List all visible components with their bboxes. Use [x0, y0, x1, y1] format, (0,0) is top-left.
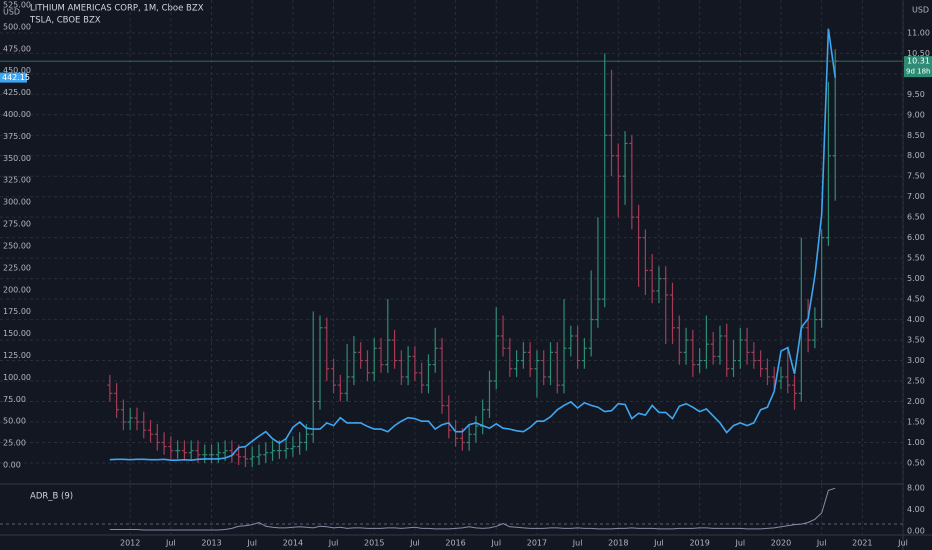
overlay-price-label: 442.15	[2, 73, 30, 82]
x-tick-label: Jul	[897, 539, 908, 548]
y2-tick-label: 5.00	[907, 274, 925, 283]
y-tick-label: 400.00	[3, 110, 31, 119]
indicator-tick-label: 0.00	[907, 527, 925, 536]
y-tick-label: 50.00	[3, 417, 26, 426]
y-tick-label: 525.00	[3, 1, 31, 10]
x-tick-label: 2017	[527, 539, 547, 548]
y2-tick-label: 7.50	[907, 172, 925, 181]
indicator-tick-label: 4.00	[907, 505, 925, 514]
y-tick-label: 425.00	[3, 88, 31, 97]
y-tick-label: 200.00	[3, 285, 31, 294]
x-tick-label: Jul	[246, 539, 257, 548]
y-tick-label: 150.00	[3, 329, 31, 338]
y2-tick-label: 10.50	[907, 49, 930, 58]
x-tick-label: Jul	[490, 539, 501, 548]
y2-tick-label: 3.00	[907, 356, 925, 365]
right-unit: USD	[912, 6, 929, 15]
y-tick-label: 225.00	[3, 263, 31, 272]
y-tick-label: 0.00	[3, 461, 21, 470]
y-tick-label: 350.00	[3, 154, 31, 163]
indicator-line	[109, 487, 836, 531]
y2-tick-label: 3.50	[907, 336, 925, 345]
y2-tick-label: 6.00	[907, 233, 925, 242]
x-tick-label: 2019	[689, 539, 709, 548]
y2-tick-label: 11.00	[907, 28, 930, 37]
y-tick-label: 450.00	[3, 66, 31, 75]
indicator-title: ADR_B (9)	[30, 492, 73, 502]
y2-tick-label: 9.50	[907, 90, 925, 99]
x-tick-label: Jul	[328, 539, 339, 548]
x-tick-label: 2020	[771, 539, 791, 548]
x-tick-label: Jul	[653, 539, 664, 548]
overlay-line	[109, 28, 836, 462]
y2-tick-label: 2.00	[907, 397, 925, 406]
chart-title: LITHIUM AMERICAS CORP, 1M, Cboe BZX	[30, 4, 204, 14]
y-tick-label: 25.00	[3, 439, 26, 448]
y2-tick-label: 6.50	[907, 213, 925, 222]
last-price-tag	[904, 56, 932, 78]
y-tick-label: 275.00	[3, 220, 31, 229]
y2-tick-label: 0.50	[907, 458, 925, 467]
overlay-name: TSLA, CBOE BZX	[29, 16, 101, 26]
y2-tick-label: 7.00	[907, 192, 925, 201]
left-unit: USD	[3, 8, 20, 17]
x-tick-label: 2015	[364, 539, 384, 548]
y2-tick-label: 8.00	[907, 151, 925, 160]
y2-tick-label: 4.00	[907, 315, 925, 324]
x-tick-label: 2012	[120, 539, 140, 548]
x-tick-label: 2013	[201, 539, 221, 548]
indicator-tick-label: 8.00	[907, 484, 925, 493]
y2-tick-label: 5.50	[907, 254, 925, 263]
x-tick-label: 2014	[283, 539, 303, 548]
x-tick-label: Jul	[572, 539, 583, 548]
y2-tick-label: 9.00	[907, 110, 925, 119]
y-tick-label: 300.00	[3, 198, 31, 207]
last-price-label: 10.31	[907, 57, 930, 66]
y2-tick-label: 1.50	[907, 417, 925, 426]
overlay-price-tag	[0, 72, 27, 83]
x-tick-label: Jul	[734, 539, 745, 548]
x-tick-label: 2018	[608, 539, 628, 548]
y2-tick-label: 2.50	[907, 377, 925, 386]
y-tick-label: 325.00	[3, 176, 31, 185]
y2-tick-label: 8.50	[907, 131, 925, 140]
y-tick-label: 250.00	[3, 241, 31, 250]
y-tick-label: 500.00	[3, 22, 31, 31]
x-tick-label: Jul	[816, 539, 827, 548]
y-tick-label: 475.00	[3, 44, 31, 53]
y-tick-label: 375.00	[3, 132, 31, 141]
y2-tick-label: 4.50	[907, 295, 925, 304]
x-tick-label: Jul	[165, 539, 176, 548]
y-tick-label: 100.00	[3, 373, 31, 382]
marks	[0, 0, 904, 535]
x-tick-label: Jul	[409, 539, 420, 548]
x-tick-label: 2016	[445, 539, 465, 548]
y-tick-label: 125.00	[3, 351, 31, 360]
countdown-label: 9d 18h	[906, 68, 930, 76]
y2-tick-label: 1.00	[907, 438, 925, 447]
y-tick-label: 175.00	[3, 307, 31, 316]
x-tick-label: 2021	[852, 539, 872, 548]
y-tick-label: 75.00	[3, 395, 26, 404]
